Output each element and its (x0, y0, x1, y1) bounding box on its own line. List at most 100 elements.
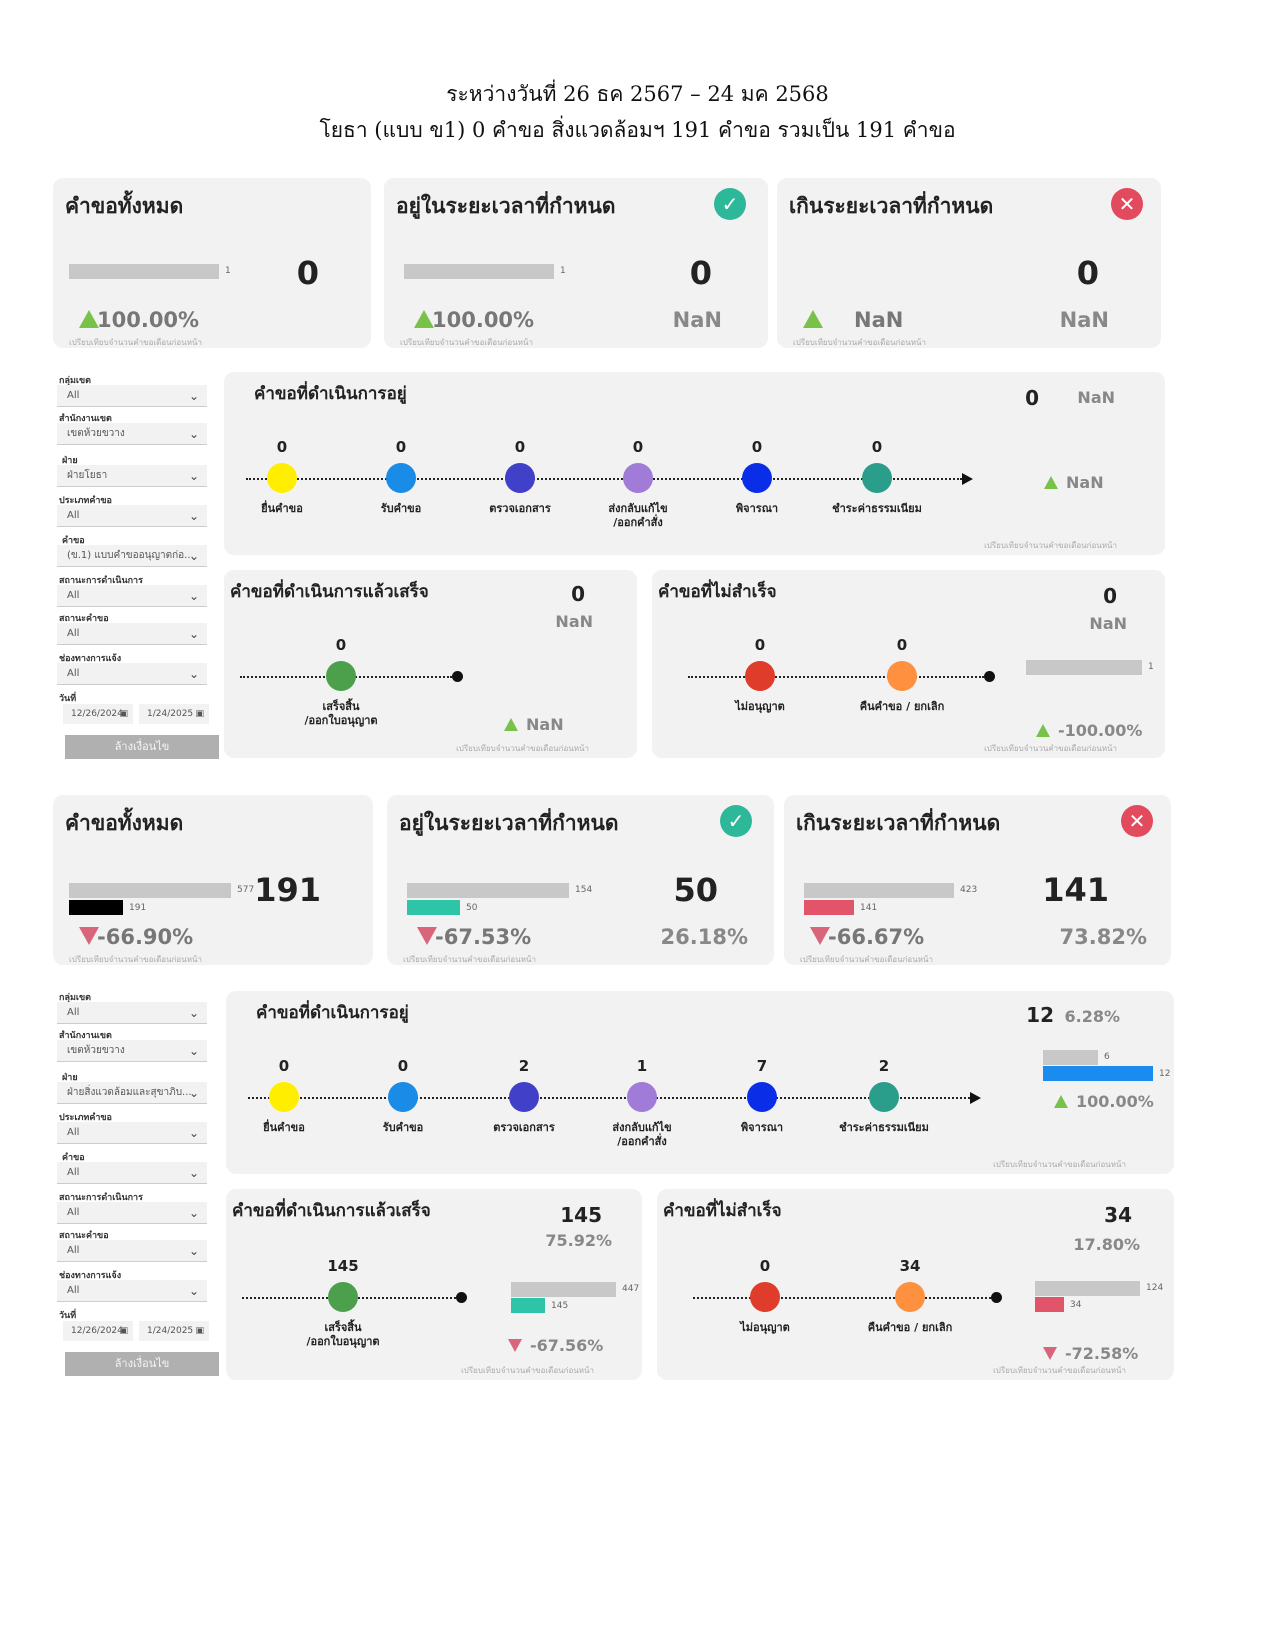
date-from-value: 12/26/2024 (71, 709, 123, 719)
flow-end-icon (452, 671, 463, 682)
reference-bar-label: 1 (1148, 662, 1154, 672)
step-label-line1: ส่งกลับแก้ไข (608, 502, 668, 515)
flow-share: NaN (1089, 614, 1127, 633)
filter-dropdown[interactable]: All ⌄ (57, 1122, 207, 1144)
step-label: ยื่นคำขอ (219, 1121, 349, 1135)
clear-filters-button[interactable]: ล้างเงื่อนไข (65, 735, 219, 759)
filter-dropdown[interactable]: ฝ่ายสิ่งแวดล้อมและสุขาภิบ... ⌄ (57, 1082, 207, 1104)
flow-title: คำขอที่ไม่สำเร็จ (663, 1201, 782, 1221)
filter-dropdown[interactable]: All ⌄ (57, 505, 207, 527)
filter-dropdown[interactable]: All ⌄ (57, 1240, 207, 1262)
filter-label: ฝ่าย (62, 456, 78, 466)
calendar-icon: ▣ (119, 1326, 128, 1336)
step-label: ตรวจเอกสาร (459, 1121, 589, 1135)
kpi-share: NaN (672, 308, 722, 332)
compare-note: เปรียบเทียบจำนวนคำขอเดือนก่อนหน้า (800, 955, 933, 964)
filter-dropdown[interactable]: All ⌄ (57, 663, 207, 685)
step-label-line2: /ออกใบอนุญาต (304, 714, 378, 727)
flow-share: NaN (555, 612, 593, 631)
reference-bar-label: 154 (575, 885, 593, 895)
chevron-down-icon: ⌄ (188, 1044, 199, 1058)
step-count: 2 (518, 1057, 530, 1075)
filter-dropdown[interactable]: All ⌄ (57, 623, 207, 645)
chevron-down-icon: ⌄ (188, 627, 199, 641)
filter-label: ช่องทางการแจ้ง (59, 1271, 122, 1281)
step-label: คืนคำขอ / ยกเลิก (845, 1321, 975, 1335)
filter-dropdown[interactable]: All ⌄ (57, 1202, 207, 1224)
date-to-input[interactable]: 1/24/2025 ▣ (139, 1321, 209, 1341)
filter-dropdown[interactable]: เขตห้วยขวาง ⌄ (57, 423, 207, 445)
filter-label: สถานะคำขอ (59, 1231, 109, 1241)
step-count: 0 (632, 438, 644, 456)
filter-label: สถานะคำขอ (59, 614, 109, 624)
step-count: 0 (276, 438, 288, 456)
flow-title: คำขอที่ดำเนินการแล้วเสร็จ (230, 582, 429, 602)
filter-value: เขตห้วยขวาง (67, 428, 125, 439)
step-label: ส่งกลับแก้ไข/ออกคำสั่ง (573, 502, 703, 530)
filter-dropdown[interactable]: เขตห้วยขวาง ⌄ (57, 1040, 207, 1062)
reference-bar-label: 6 (1104, 1052, 1110, 1062)
report-period: ระหว่างวันที่ 26 ธค 2567 – 24 มค 2568 (446, 82, 829, 106)
step-label-line1: รับคำขอ (380, 502, 422, 515)
date-from-input[interactable]: 12/26/2024 ▣ (63, 1321, 133, 1341)
step-label-line1: เสร็จสิ้น (324, 1321, 362, 1334)
flow-card-in-progress: คำขอที่ดำเนินการอยู่ 0 NaN 0 ยื่นคำขอ 0 รับคำข… (224, 372, 1165, 555)
current-bar-label: 12 (1159, 1069, 1171, 1079)
filter-dropdown[interactable]: All ⌄ (57, 585, 207, 607)
flow-line (246, 478, 962, 480)
filter-label: สถานะการดำเนินการ (59, 1193, 143, 1203)
filter-dropdown[interactable]: (ข.1) แบบคำขออนุญาตก่อ... ⌄ (57, 545, 207, 567)
step-label-line1: ตรวจเอกสาร (489, 502, 551, 515)
filter-dropdown[interactable]: All ⌄ (57, 1162, 207, 1184)
step-label: ตรวจเอกสาร (455, 502, 585, 516)
date-to-value: 1/24/2025 (147, 709, 194, 719)
kpi-share: 73.82% (1059, 925, 1147, 949)
reference-bar (511, 1282, 616, 1297)
step-count: 34 (899, 1257, 921, 1275)
reference-bar (404, 264, 554, 279)
filter-label: สถานะการดำเนินการ (59, 576, 143, 586)
check-circle-icon: ✓ (714, 188, 746, 220)
filter-label: คำขอ (62, 1153, 85, 1163)
flow-line (693, 1297, 991, 1299)
step-count: 0 (278, 1057, 290, 1075)
kpi-value: 0 (1076, 254, 1099, 292)
arrow-right-icon (970, 1092, 981, 1104)
step-dot (505, 463, 535, 493)
step-label: รับคำขอ (336, 502, 466, 516)
compare-note: เปรียบเทียบจำนวนคำขอเดือนก่อนหน้า (984, 744, 1117, 753)
step-dot (869, 1082, 899, 1112)
step-label: ชำระค่าธรรมเนียม (819, 1121, 949, 1135)
date-from-input[interactable]: 12/26/2024 ▣ (63, 704, 133, 724)
kpi-title: คำขอทั้งหมด (65, 811, 184, 835)
step-dot (328, 1282, 358, 1312)
flow-card-in-progress: คำขอที่ดำเนินการอยู่ 12 6.28% 0 ยื่นคำขอ 0 รับ… (226, 991, 1174, 1174)
filter-dropdown[interactable]: All ⌄ (57, 1002, 207, 1024)
filter-value: (ข.1) แบบคำขออนุญาตก่อ... (67, 550, 194, 561)
step-dot (750, 1282, 780, 1312)
step-count: 1 (636, 1057, 648, 1075)
kpi-value: 50 (673, 871, 718, 909)
filter-dropdown[interactable]: All ⌄ (57, 385, 207, 407)
current-bar (1035, 1297, 1064, 1312)
flow-card-failed: คำขอที่ไม่สำเร็จ 0 NaN 0 ไม่อนุญาต 0 คืนคำขอ /… (652, 570, 1165, 758)
current-bar-label: 34 (1070, 1300, 1082, 1310)
filter-dropdown[interactable]: All ⌄ (57, 1280, 207, 1302)
date-to-input[interactable]: 1/24/2025 ▣ (139, 704, 209, 724)
flow-end-icon (991, 1292, 1002, 1303)
flow-end-icon (456, 1292, 467, 1303)
kpi-card-total: คำขอทั้งหมด 1 0 100.00% เปรียบเทียบจำนวนคำขอ… (53, 178, 371, 348)
clear-filters-button[interactable]: ล้างเงื่อนไข (65, 1352, 219, 1376)
filter-dropdown[interactable]: ฝ่ายโยธา ⌄ (57, 465, 207, 487)
filter-value: All (67, 390, 80, 401)
filter-value: All (67, 1285, 80, 1296)
flow-change: 100.00% (1076, 1092, 1154, 1111)
calendar-icon: ▣ (195, 1326, 204, 1336)
date-to-value: 1/24/2025 (147, 1326, 194, 1336)
current-bar-label: 145 (551, 1301, 569, 1311)
trend-up-icon (79, 310, 99, 328)
chevron-down-icon: ⌄ (188, 1006, 199, 1020)
step-count: 0 (335, 636, 347, 654)
step-dot (388, 1082, 418, 1112)
flow-card-completed: คำขอที่ดำเนินการแล้วเสร็จ 0 NaN 0 เสร็จสิ้น /… (224, 570, 637, 758)
